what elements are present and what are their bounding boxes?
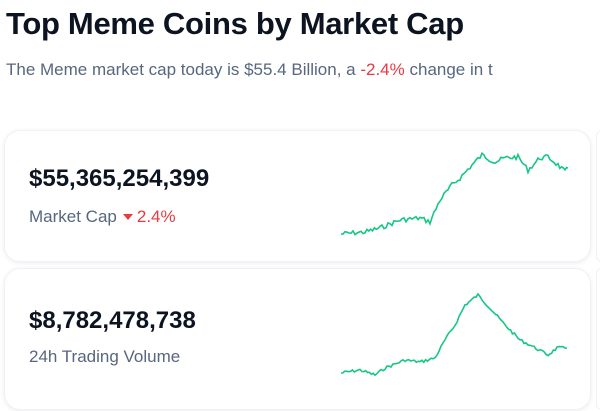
caret-down-icon: [122, 213, 133, 220]
market-cap-label: Market Cap: [29, 207, 117, 226]
summary-prefix: The Meme market cap today is $55.4 Billi…: [6, 60, 361, 79]
market-summary: The Meme market cap today is $55.4 Billi…: [6, 60, 493, 80]
market-cap-label-row: Market Cap 2.4%: [29, 207, 176, 227]
trading-volume-label: 24h Trading Volume: [29, 347, 181, 366]
page-title: Top Meme Coins by Market Cap: [6, 6, 464, 41]
summary-change: -2.4%: [360, 60, 405, 79]
trading-volume-card[interactable]: $8,782,478,738 24h Trading Volume: [4, 268, 591, 410]
trading-volume-value: $8,782,478,738: [29, 307, 196, 334]
market-cap-change: 2.4%: [136, 207, 176, 226]
trading-volume-sparkline: [340, 292, 568, 377]
market-cap-sparkline: [340, 151, 569, 236]
market-cap-value: $55,365,254,399: [29, 165, 210, 192]
market-cap-card[interactable]: $55,365,254,399 Market Cap 2.4%: [4, 130, 591, 262]
summary-suffix: change in t: [404, 60, 493, 79]
